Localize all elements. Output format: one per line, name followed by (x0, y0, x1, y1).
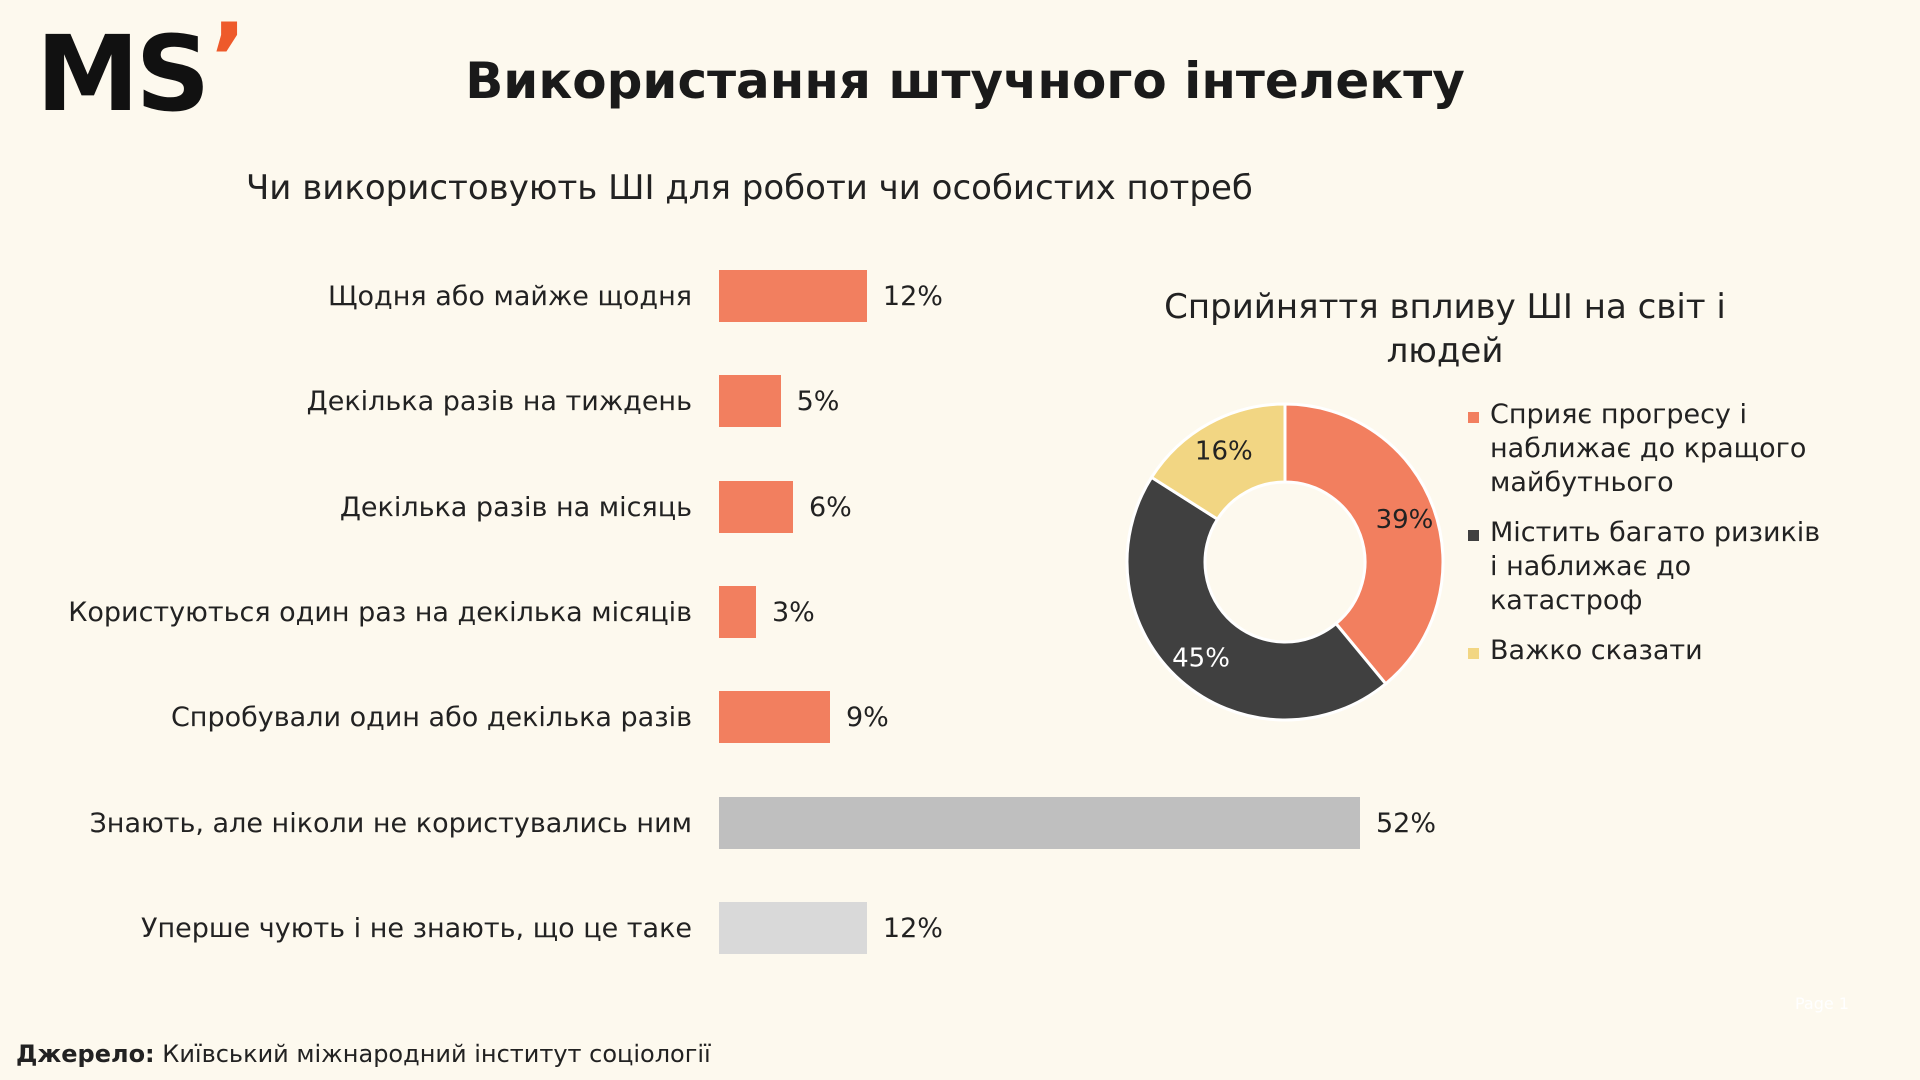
bar-value-label: 9% (845, 702, 889, 734)
bar-value-label: 52% (1376, 807, 1437, 839)
bar-category-label: Декілька разів на тиждень (306, 386, 692, 418)
legend-item: Важко сказати (1468, 634, 1828, 668)
bar (719, 480, 793, 533)
bar (719, 585, 756, 638)
logo-accent: ’ (210, 3, 247, 115)
legend-label: Містить багато ризиків і наближає до кат… (1490, 517, 1821, 616)
source-text: Київський міжнародний інститут соціологі… (154, 1040, 711, 1068)
legend-item: Сприяє прогресу і наближає до кращого ма… (1468, 398, 1828, 500)
legend-swatch (1468, 648, 1479, 659)
legend-item: Містить багато ризиків і наближає до кат… (1468, 516, 1828, 618)
bar-value-label: 3% (771, 596, 815, 628)
source-note: Джерело: Київський міжнародний інститут … (16, 1040, 711, 1068)
bar-row: Щодня або майже щодня 12% (0, 270, 1500, 324)
donut-chart: 39% 45% 16% (1125, 402, 1445, 722)
donut-slice (1283, 402, 1445, 686)
bar (719, 691, 830, 744)
donut-slice-label: 39% (1376, 505, 1434, 535)
bar (719, 270, 867, 322)
bar-category-label: Щодня або майже щодня (328, 281, 692, 312)
bar (719, 796, 1360, 849)
bar-value-label: 6% (808, 491, 852, 523)
bar (719, 901, 867, 954)
bar-category-label: Спробували один або декілька разів (170, 702, 692, 734)
donut-slice (1125, 475, 1388, 722)
bar-chart-title: Чи використовують ШІ для роботи чи особи… (246, 168, 1253, 208)
bar-value-label: 5% (796, 386, 840, 418)
bar-value-label: 12% (882, 281, 943, 312)
bar (719, 375, 781, 428)
bar-row: Знають, але ніколи не користувались ним 5… (0, 796, 1500, 851)
donut-slice (1149, 402, 1287, 522)
bar-category-label: Користуються один раз на декілька місяці… (68, 596, 692, 628)
page-title: Використання штучного інтелекту (465, 52, 1465, 110)
legend-label: Важко сказати (1490, 635, 1703, 666)
page-number: Page 1 (1795, 994, 1849, 1013)
bar-category-label: Уперше чують і не знають, що це таке (141, 912, 692, 944)
bar-row: Користуються один раз на декілька місяці… (0, 585, 1500, 640)
donut-slice-label: 45% (1172, 643, 1230, 673)
legend-swatch (1468, 412, 1479, 423)
donut-legend: Сприяє прогресу і наближає до кращого ма… (1468, 398, 1828, 684)
donut-chart-title: Сприйняття впливу ШІ на світ і людей (1164, 287, 1726, 371)
bar-row: Спробували один або декілька разів 9% (0, 691, 1500, 745)
logo-text: MS (36, 13, 210, 135)
logo: MS’ (36, 11, 247, 126)
bar-row: Декілька разів на тиждень 5% (0, 375, 1500, 429)
donut-slice-label: 16% (1195, 437, 1253, 467)
source-label: Джерело: (16, 1040, 155, 1068)
bar-row: Уперше чують і не знають, що це таке 12% (0, 901, 1500, 956)
bar-category-label: Знають, але ніколи не користувались ним (89, 807, 693, 839)
legend-label: Сприяє прогресу і наближає до кращого ма… (1490, 399, 1807, 498)
bar-value-label: 12% (882, 912, 943, 944)
legend-swatch (1468, 530, 1479, 541)
bar-category-label: Декілька разів на місяць (339, 491, 692, 523)
bar-row: Декілька разів на місяць 6% (0, 480, 1500, 535)
